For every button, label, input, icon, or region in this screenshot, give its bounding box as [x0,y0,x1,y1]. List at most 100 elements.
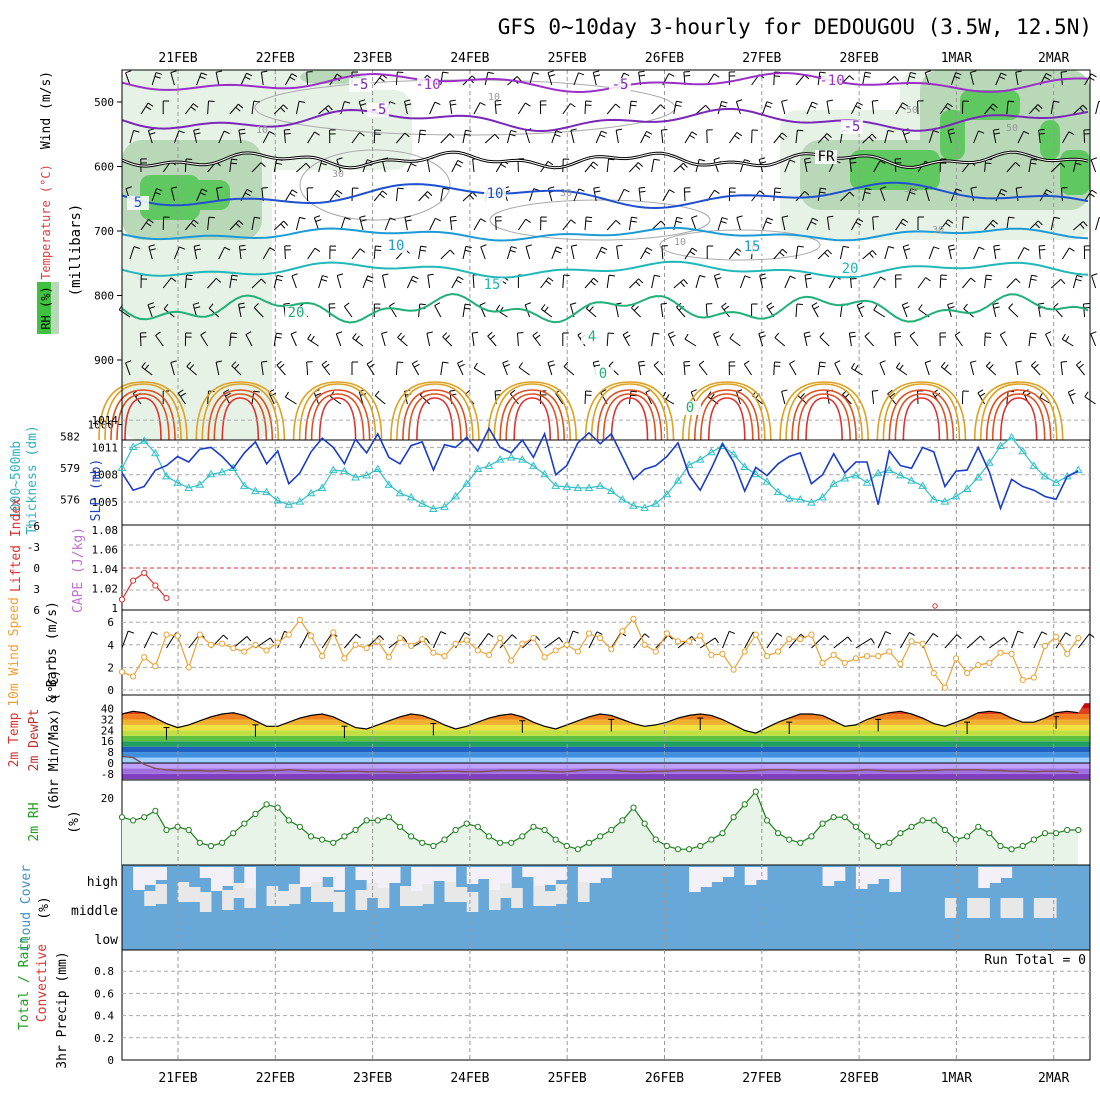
wind-barb-feather [149,248,156,251]
wind-barb-feather [465,129,472,132]
wind-barb-feather [956,634,962,640]
temp-contour-label-bg [741,240,763,254]
cloud-high-clear [199,867,212,878]
wind-barb [472,274,475,289]
wind-barb [862,133,873,144]
temp-contour-warm-loop [213,393,268,441]
wind-barb [817,133,828,144]
temp-contour-warm-loop [882,383,961,441]
wind-barb-feather [608,158,615,161]
wind-speed-series-point [630,615,637,622]
wind-barb-feather [721,100,728,104]
wind-barb [940,366,952,376]
temp-contour-warm-loop [779,381,869,441]
wind-barb [944,634,958,649]
wind-barb-feather [705,104,711,111]
wind-speed-series-point [797,636,804,643]
temp-contour-warm-loop [888,389,955,441]
wind-barb-feather [654,274,661,278]
cloud-mid-clear [488,890,501,910]
wind-speed-series-point [663,630,670,637]
wind-barb-feather [201,72,208,76]
wind-speed-series-point [552,647,559,654]
wind-barb-feather [593,360,600,363]
wind-barb-feather [425,638,430,644]
wind-barb [593,188,597,202]
wind-barb-feather [978,246,985,251]
wind-barb [173,246,180,260]
wind-barb-feather [133,246,140,249]
wind-barb-feather [736,215,743,218]
wind-barb [207,390,210,405]
wind-barb [606,275,610,289]
wind-speed-series-point [1064,650,1071,657]
wind-barb-feather [445,335,451,340]
wind-barb-feather [684,75,691,77]
wind-barb [877,631,886,649]
wind-barb [473,218,481,231]
wind-barb-feather [260,278,266,284]
wind-barb [429,218,436,231]
wind-barb [691,217,697,231]
wind-barb-feather [653,360,659,366]
temp-contour-warm-loop [487,381,577,441]
wind-barb-feather [903,244,910,248]
date-label-bottom: 21FEB [158,1071,197,1086]
wind-barb [629,162,639,173]
thickness-series-point [907,476,916,484]
temp-tick-label: 40 [101,703,114,716]
wind-barb-feather [510,129,517,133]
wind-barb-feather [155,72,162,75]
wind-barb-feather [253,100,260,103]
wind-barb-feather [660,302,668,305]
rh-2m-series-point [930,817,937,824]
wind-barb-feather [759,190,765,195]
wind-barb-feather [270,392,277,397]
wind-barb [216,188,220,202]
wind-barb [562,274,565,289]
wind-barb-feather [684,365,691,367]
temp-contour-warm-loop [708,397,746,441]
wind-barb [871,391,875,405]
slp-tick-label: 1005 [92,496,119,509]
wind-barb [351,248,361,260]
cloud-mid-clear [978,898,990,918]
thickness-series-point [1007,433,1016,441]
wind-barb-feather [925,360,932,364]
wind-barb [427,275,431,289]
wind-barb [806,218,813,231]
cloud-mid-clear [422,884,434,904]
pt-frame [121,439,1091,526]
temp-color-band [122,741,1090,747]
temp-contour-warm-loop [221,397,260,441]
wind-barb [148,246,153,260]
wind-barb [471,333,475,347]
wind-barb-feather [404,99,411,102]
wind-barb-feather [593,186,600,189]
rh-2m-series-point [385,814,392,821]
rh-2m-series-point [886,839,893,846]
wind-barb [586,308,597,318]
wind-barb [129,130,135,144]
thickness-series-line [121,436,1079,510]
cloud-high-clear [577,867,590,888]
rh-2m-series-point [663,842,670,850]
wind-barb-feather [190,222,197,228]
wind-barb-feather [336,189,343,195]
wind-barb [525,130,531,144]
wind-barb-feather [231,361,237,367]
wind-barb-feather [909,631,915,636]
wind-barb-feather [910,188,917,191]
wind-barb-feather [449,133,455,139]
temp-contour-warm-loop [318,397,357,441]
wind-barb [966,635,981,649]
wind-barb [462,130,466,144]
rh-2m-series-point [619,817,626,824]
wind-barb-feather [239,248,246,251]
wind-barb-feather [1075,162,1082,166]
rh-2m-series-point [341,833,348,840]
wind-barb-feather [646,247,653,251]
li-tick-label: 3 [33,583,40,596]
wind-barb [828,276,836,289]
wind-tick-label: 2 [107,661,114,674]
